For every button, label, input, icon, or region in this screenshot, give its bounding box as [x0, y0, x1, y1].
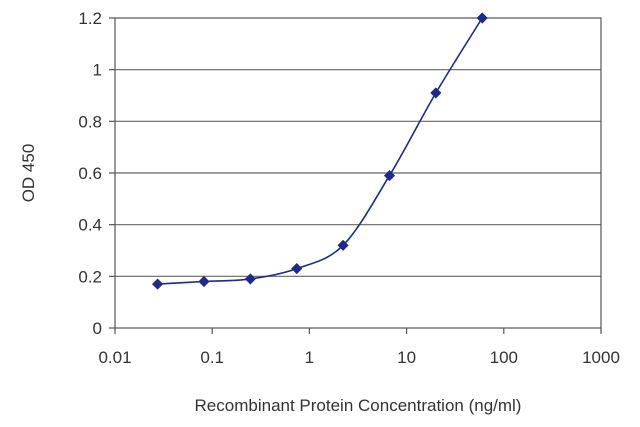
y-tick-label: 0.2 — [78, 267, 102, 286]
y-tick-label: 0.6 — [78, 164, 102, 183]
y-tick-label: 1 — [93, 61, 102, 80]
data-point-marker — [337, 239, 349, 251]
y-tick-label: 0 — [93, 319, 102, 338]
data-point-marker — [151, 278, 164, 290]
data-point-marker — [198, 275, 210, 288]
x-tick-label: 0.01 — [98, 348, 131, 367]
x-axis-ticks: 0.01 0.1 1 10 100 1000 — [98, 328, 620, 367]
x-tick-label: 1 — [305, 348, 314, 367]
x-tick-label: 0.1 — [200, 348, 224, 367]
y-axis-title: OD 450 — [19, 144, 38, 203]
y-tick-label: 1.2 — [78, 9, 102, 28]
series-curve — [157, 17, 483, 285]
y-tick-label: 0.8 — [78, 112, 102, 131]
x-tick-label: 10 — [397, 348, 416, 367]
data-point-marker — [430, 87, 442, 99]
x-tick-label: 100 — [490, 348, 518, 367]
x-tick-label: 1000 — [582, 348, 620, 367]
y-tick-label: 0.4 — [78, 216, 102, 235]
data-point-marker — [244, 273, 256, 285]
gridlines — [115, 69, 601, 277]
data-point-marker — [383, 170, 396, 182]
series-line — [157, 17, 483, 285]
x-axis-title: Recombinant Protein Concentration (ng/ml… — [195, 396, 522, 415]
data-point-marker — [476, 12, 488, 24]
y-axis-ticks: 0 0.2 0.4 0.6 0.8 1 1.2 — [78, 9, 115, 338]
series-markers — [151, 12, 488, 290]
data-point-marker — [291, 263, 303, 275]
